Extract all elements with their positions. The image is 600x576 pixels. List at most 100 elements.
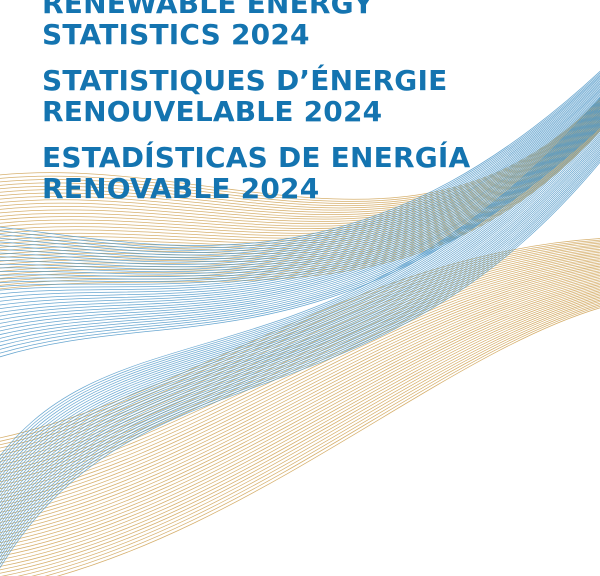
wave-line — [0, 296, 600, 567]
wave-line — [56, 307, 600, 576]
wave-line — [0, 91, 600, 278]
wave-line — [0, 78, 600, 258]
wave-line — [0, 132, 600, 519]
wave-line — [0, 285, 600, 544]
wave-line — [0, 130, 600, 515]
wave-line — [0, 120, 600, 343]
wave-line — [0, 146, 600, 544]
wave-line — [0, 96, 600, 287]
wave-line — [0, 290, 600, 554]
wave-line — [0, 265, 600, 500]
wave-line — [0, 109, 600, 479]
wave-line — [0, 105, 600, 310]
wave-line — [0, 88, 600, 273]
wave-line — [0, 278, 600, 527]
wave-line — [0, 110, 600, 321]
wave-line — [0, 105, 600, 472]
wave-line — [17, 302, 600, 576]
wave-line — [0, 144, 600, 540]
wave-line — [0, 247, 600, 459]
wave-line — [0, 301, 600, 576]
wave-line — [0, 155, 600, 558]
wave-line — [0, 111, 600, 483]
wave-line — [0, 107, 600, 475]
wave-line — [0, 99, 600, 295]
wave-line — [0, 115, 600, 490]
wave-line — [0, 248, 600, 462]
wave-line — [0, 271, 600, 513]
blue-wave-band-ribbon — [0, 70, 600, 358]
wave-line — [0, 103, 600, 468]
wave-line — [0, 99, 600, 461]
wave-line — [0, 281, 600, 533]
wave-line — [0, 86, 600, 270]
wave-line — [0, 107, 600, 313]
wave-line — [0, 274, 600, 520]
wave-line — [0, 94, 600, 284]
wave-line — [0, 140, 600, 533]
wave-line — [0, 287, 600, 547]
wave-line — [0, 119, 600, 497]
title-french: STATISTIQUES D’ÉNERGIE RENOUVELABLE 2024 — [42, 65, 470, 127]
wave-line — [0, 252, 600, 469]
wave-line — [0, 298, 600, 571]
wave-line — [0, 264, 600, 496]
wave-line — [0, 70, 600, 247]
wave-line — [0, 97, 600, 200]
wave-line — [0, 116, 600, 244]
wave-line — [0, 77, 600, 256]
wave-line — [0, 128, 600, 511]
wave-line — [0, 282, 600, 537]
title-line: ESTADÍSTICAS DE ENERGÍA — [42, 141, 471, 174]
wave-line — [0, 268, 600, 506]
wave-line — [30, 304, 600, 576]
wave-line — [0, 138, 600, 529]
title-line: RENOVABLE 2024 — [42, 172, 320, 205]
wave-line — [0, 121, 600, 347]
wave-line — [0, 117, 600, 493]
wave-line — [0, 151, 600, 551]
wave-line — [0, 112, 600, 324]
wave-line — [0, 108, 600, 225]
wave-line — [0, 120, 600, 255]
wave-line — [0, 270, 600, 510]
wave-line — [0, 104, 600, 306]
wave-line — [0, 72, 600, 249]
wave-line — [0, 83, 600, 265]
wave-line — [0, 102, 600, 302]
wave-line — [0, 81, 600, 263]
wave-line — [0, 109, 600, 317]
blue-wave-band-sweep — [0, 96, 600, 569]
wave-line — [0, 293, 600, 560]
wave-line — [0, 142, 600, 537]
wave-line — [0, 126, 600, 358]
wave-line — [0, 101, 600, 464]
wave-line — [0, 80, 600, 261]
wave-line — [0, 109, 600, 227]
wave-line — [0, 127, 600, 279]
title-line: RENEWABLE ENERGY — [42, 0, 374, 20]
wave-line — [0, 105, 600, 218]
title-english: RENEWABLE ENERGY STATISTICS 2024 — [42, 0, 470, 50]
wave-line — [0, 113, 600, 486]
wave-line — [0, 73, 600, 251]
title-line: RENOUVELABLE 2024 — [42, 95, 383, 128]
title-spanish: ESTADÍSTICAS DE ENERGÍA RENOVABLE 2024 — [42, 142, 470, 204]
wave-line — [0, 276, 600, 523]
wave-line — [0, 85, 600, 268]
wave-line — [0, 153, 600, 555]
wave-line — [0, 134, 600, 522]
wave-line — [0, 295, 600, 564]
wave-line — [0, 267, 600, 503]
title-line: STATISTIQUES D’ÉNERGIE — [42, 64, 448, 97]
wave-line — [0, 98, 600, 202]
wave-line — [0, 113, 600, 328]
wave-line — [0, 299, 600, 574]
wave-line — [0, 159, 600, 566]
wave-line — [0, 121, 600, 501]
wave-line — [0, 255, 600, 476]
wave-line — [0, 136, 600, 526]
wave-line — [0, 273, 600, 517]
wave-line — [0, 253, 600, 473]
